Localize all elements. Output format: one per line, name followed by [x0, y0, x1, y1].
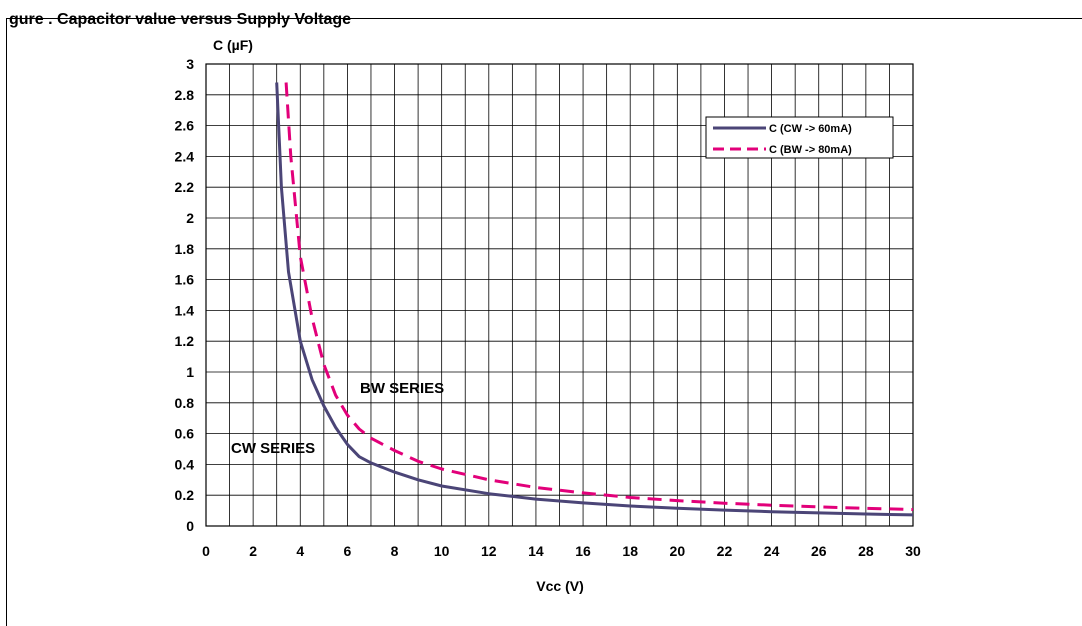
x-tick-label: 30: [905, 543, 921, 559]
y-tick-label: 2.2: [175, 179, 195, 195]
series-line-cw: [275, 82, 914, 517]
x-tick-label: 28: [858, 543, 874, 559]
y-tick-label: 0.4: [175, 456, 195, 472]
y-tick-label: 0.6: [175, 426, 195, 442]
x-tick-label: 22: [717, 543, 733, 559]
x-tick-label: 8: [391, 543, 399, 559]
x-tick-label: 18: [622, 543, 638, 559]
y-tick-label: 0.2: [175, 487, 195, 503]
x-tick-label: 6: [344, 543, 352, 559]
legend: C (CW -> 60mA) C (BW -> 80mA): [705, 116, 894, 159]
x-tick-label: 2: [249, 543, 257, 559]
y-tick-label: 1.6: [175, 272, 195, 288]
series-line-bw: [284, 82, 914, 511]
y-tick-label: 1.8: [175, 241, 195, 257]
x-axis-label: Vcc (V): [536, 578, 583, 594]
y-tick-label: 2.8: [175, 87, 195, 103]
legend-box: [705, 116, 894, 159]
chart-series: [275, 82, 914, 517]
y-tick-label: 1.2: [175, 333, 195, 349]
x-tick-label: 10: [434, 543, 450, 559]
y-tick-label: 1: [186, 364, 194, 380]
x-tick-labels: 0 2 4 6 8 10 12 14 16 18 20 22 24 26 28 30: [202, 543, 921, 559]
x-tick-label: 12: [481, 543, 497, 559]
figure-frame: gure . Capacitor value versus Supply Vol…: [6, 11, 1082, 626]
plot-area-border: [205, 63, 914, 527]
x-tick-label: 24: [764, 543, 780, 559]
y-tick-label: 0.8: [175, 395, 195, 411]
x-tick-label: 4: [296, 543, 304, 559]
legend-label-bw: C (BW -> 80mA): [769, 144, 852, 156]
x-tick-label: 0: [202, 543, 210, 559]
annotation-bw-series: BW SERIES: [360, 380, 444, 397]
annotation-cw-series: CW SERIES: [231, 440, 315, 457]
y-tick-label: 1.4: [175, 302, 195, 318]
y-tick-label: 2.6: [175, 118, 195, 134]
y-tick-label: 2: [186, 210, 194, 226]
y-tick-labels: 0 0.2 0.4 0.6 0.8 1 1.2 1.4 1.6 1.8 2 2.2 2.4 2.6 2.8 3: [175, 56, 195, 534]
figure-title: gure . Capacitor value versus Supply Vol…: [9, 11, 352, 28]
x-tick-label: 16: [575, 543, 591, 559]
y-tick-label: 2.4: [175, 148, 195, 164]
x-tick-label: 14: [528, 543, 544, 559]
y-tick-label: 3: [186, 56, 194, 72]
legend-label-cw: C (CW -> 60mA): [769, 123, 852, 135]
x-tick-label: 20: [670, 543, 686, 559]
y-axis-label: C (µF): [213, 37, 253, 53]
y-tick-label: 0: [186, 518, 194, 534]
x-tick-label: 26: [811, 543, 827, 559]
